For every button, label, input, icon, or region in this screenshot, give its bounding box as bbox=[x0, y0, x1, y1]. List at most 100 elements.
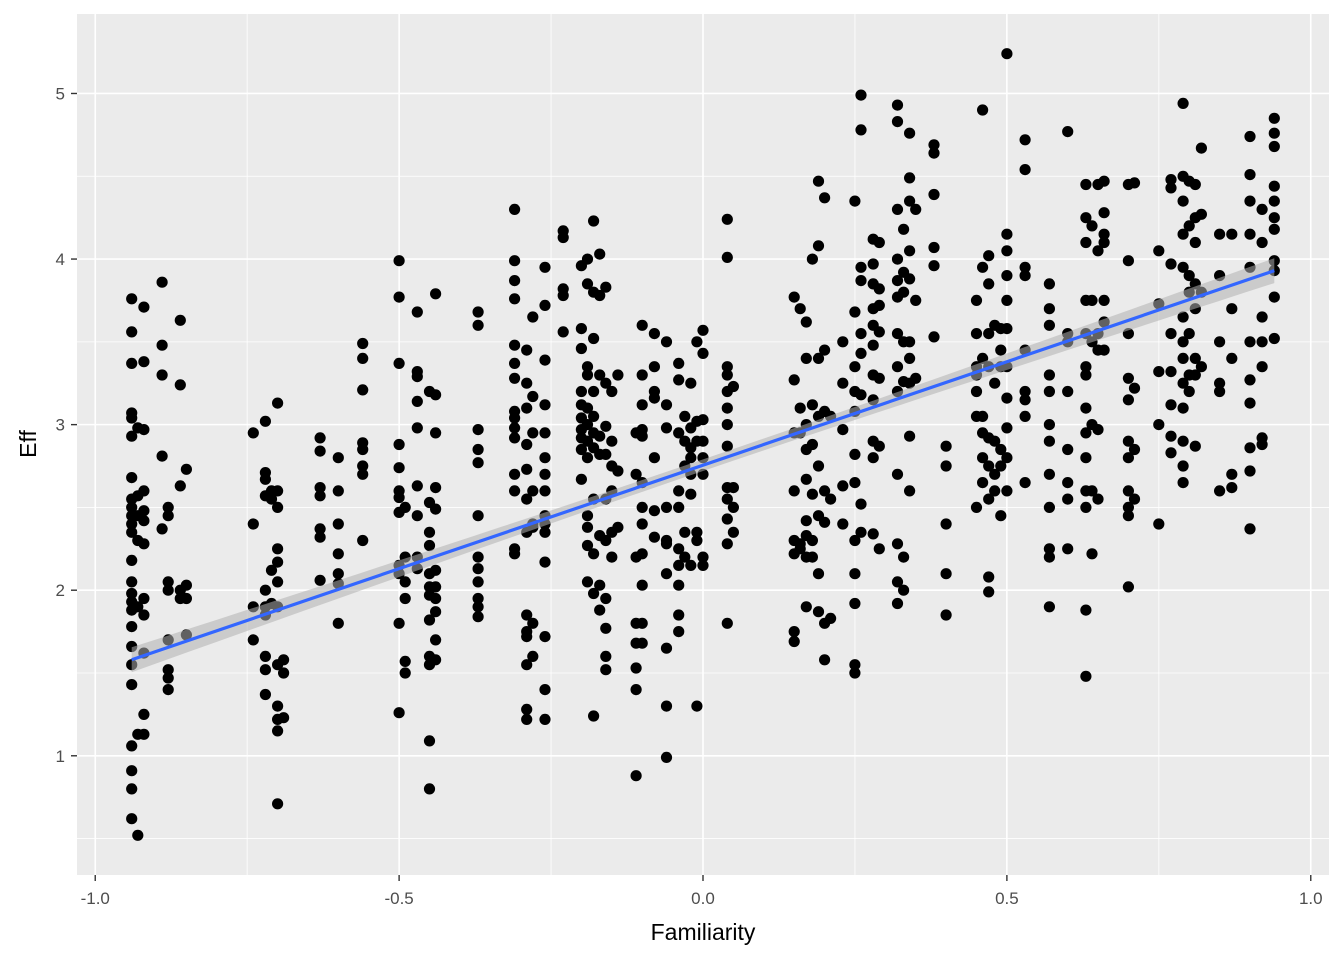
data-point bbox=[393, 491, 405, 504]
data-point bbox=[1189, 236, 1201, 249]
data-point bbox=[812, 175, 825, 187]
data-point bbox=[539, 399, 551, 411]
data-point bbox=[132, 601, 144, 613]
data-point bbox=[575, 443, 588, 456]
data-point bbox=[278, 667, 290, 679]
data-point bbox=[679, 410, 691, 422]
data-point bbox=[1098, 236, 1110, 249]
data-point bbox=[472, 443, 484, 456]
data-point bbox=[272, 798, 284, 810]
data-point bbox=[508, 339, 521, 351]
data-point bbox=[794, 402, 806, 414]
data-point bbox=[812, 606, 825, 618]
data-point bbox=[819, 192, 831, 204]
data-point bbox=[849, 448, 861, 460]
data-point bbox=[332, 485, 344, 497]
data-point bbox=[1062, 385, 1074, 398]
data-point bbox=[594, 579, 606, 591]
data-point bbox=[812, 568, 825, 580]
fit-line bbox=[131, 269, 1275, 662]
data-point bbox=[1244, 169, 1256, 181]
data-point bbox=[1080, 501, 1092, 513]
data-point bbox=[472, 457, 484, 469]
data-point bbox=[1098, 175, 1110, 187]
data-point bbox=[581, 253, 594, 265]
data-point bbox=[1043, 369, 1055, 381]
data-point bbox=[357, 443, 369, 456]
data-point bbox=[928, 241, 940, 254]
data-point bbox=[278, 712, 290, 724]
data-point bbox=[430, 482, 442, 494]
data-point bbox=[575, 342, 588, 355]
data-point bbox=[600, 664, 612, 676]
data-point bbox=[393, 707, 405, 719]
data-point bbox=[430, 503, 442, 515]
data-point bbox=[891, 203, 904, 215]
data-point bbox=[800, 316, 812, 328]
data-point bbox=[1122, 394, 1134, 406]
data-point bbox=[721, 361, 733, 373]
data-point bbox=[970, 294, 983, 306]
data-point bbox=[904, 430, 916, 442]
data-point bbox=[508, 203, 521, 215]
data-point bbox=[265, 493, 278, 505]
data-point bbox=[357, 337, 369, 350]
data-point bbox=[1043, 303, 1055, 315]
data-point bbox=[272, 700, 284, 712]
data-point bbox=[162, 664, 174, 676]
data-point bbox=[508, 357, 521, 369]
data-point bbox=[1019, 385, 1031, 398]
data-point bbox=[1256, 311, 1268, 323]
data-point bbox=[600, 281, 612, 293]
data-point bbox=[873, 440, 885, 452]
data-point bbox=[904, 245, 916, 257]
data-point bbox=[1189, 440, 1201, 452]
data-point bbox=[508, 548, 521, 560]
data-point bbox=[630, 662, 642, 674]
data-point bbox=[357, 534, 369, 547]
data-point bbox=[1043, 551, 1055, 563]
data-point bbox=[156, 276, 168, 288]
data-point bbox=[636, 430, 648, 442]
data-point bbox=[940, 609, 952, 621]
data-point bbox=[1153, 366, 1165, 378]
data-point bbox=[594, 289, 606, 302]
data-point bbox=[588, 410, 600, 422]
data-point bbox=[819, 654, 831, 666]
data-point bbox=[636, 501, 648, 513]
data-point bbox=[272, 576, 284, 588]
data-point bbox=[508, 372, 521, 384]
data-point bbox=[1177, 477, 1189, 489]
data-point bbox=[600, 534, 612, 547]
data-point bbox=[995, 460, 1007, 472]
data-point bbox=[600, 592, 612, 605]
data-point bbox=[508, 432, 521, 444]
data-point bbox=[1177, 261, 1189, 273]
data-point bbox=[636, 579, 648, 591]
data-point bbox=[430, 389, 442, 401]
data-point bbox=[521, 713, 533, 726]
y-tick-label: 4 bbox=[56, 250, 65, 269]
data-point bbox=[472, 576, 484, 588]
data-point bbox=[873, 326, 885, 338]
data-point bbox=[126, 813, 138, 825]
data-point bbox=[1244, 374, 1256, 386]
data-point bbox=[1062, 493, 1074, 505]
data-point bbox=[977, 452, 989, 464]
data-point bbox=[508, 293, 521, 305]
data-point bbox=[1177, 195, 1189, 207]
data-point bbox=[1080, 452, 1092, 464]
data-point bbox=[527, 617, 539, 629]
data-point bbox=[1183, 385, 1195, 398]
data-point bbox=[393, 255, 405, 267]
data-point bbox=[399, 655, 411, 668]
data-point bbox=[1043, 435, 1055, 447]
data-point bbox=[278, 654, 290, 666]
data-point bbox=[806, 399, 819, 411]
data-point bbox=[332, 617, 344, 629]
data-point bbox=[806, 438, 819, 451]
data-point bbox=[1019, 270, 1031, 282]
data-point bbox=[1177, 352, 1189, 364]
data-point bbox=[126, 518, 138, 530]
data-point bbox=[259, 664, 271, 676]
